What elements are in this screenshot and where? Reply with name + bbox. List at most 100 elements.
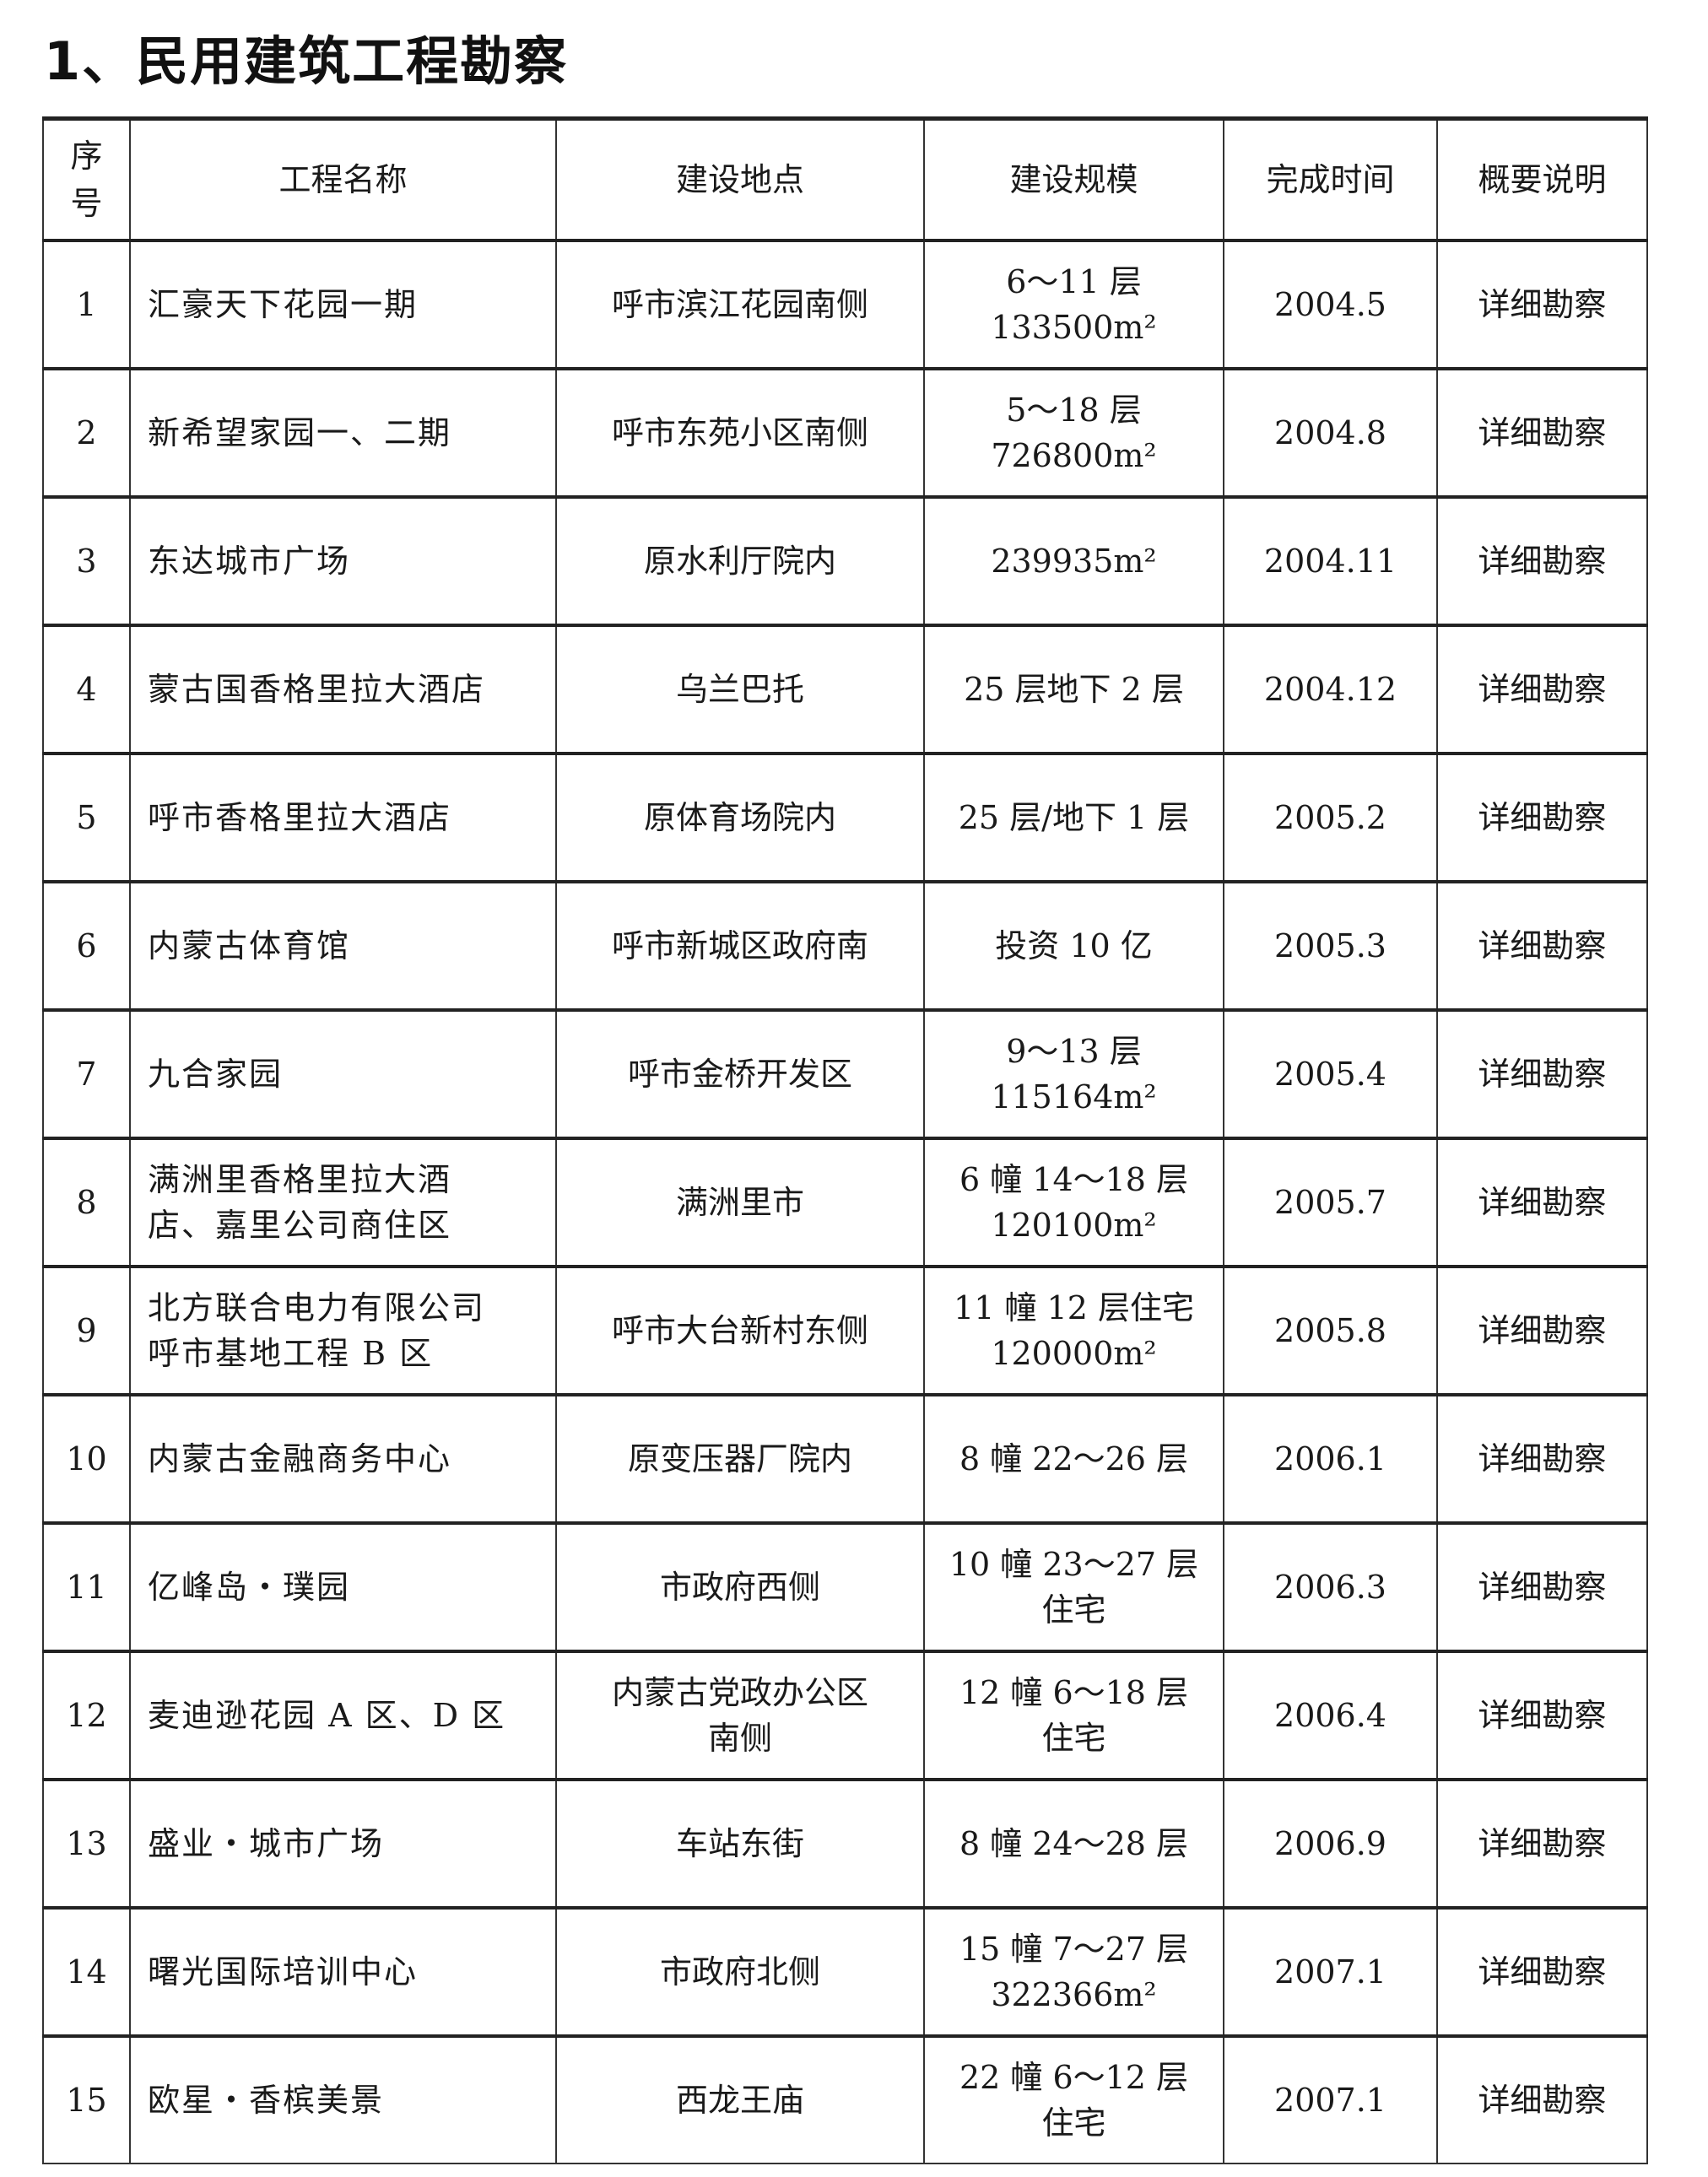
header-row: 序号工程名称 建设地点 建设规模 完成时间 概要说明 xyxy=(42,117,1648,241)
cell-desc: 详细勘察 xyxy=(1436,495,1648,626)
cell-scale: 22 幢 6～12 层住宅 xyxy=(923,2034,1224,2164)
cell-scale-line: 25 层地下 2 层 xyxy=(964,671,1184,708)
header-seq-line: 序 xyxy=(70,138,103,175)
cell-location: 呼市滨江花园南侧 xyxy=(555,239,925,370)
cell-name: 九合家园 xyxy=(129,1008,557,1139)
cell-scale-line: 10 幢 23～27 层 xyxy=(949,1546,1199,1583)
cell-scale-line: 住宅 xyxy=(1041,2104,1106,2142)
cell-location-line: 原水利厅院内 xyxy=(643,543,836,580)
cell-date: 2007.1 xyxy=(1223,2034,1438,2164)
cell-scale-line: 9～13 层 xyxy=(1006,1033,1142,1070)
cell-seq: 9 xyxy=(42,1265,131,1396)
cell-seq: 10 xyxy=(42,1393,131,1524)
cell-scale: 12 幢 6～18 层住宅 xyxy=(923,1650,1224,1780)
table-row: 9 北方联合电力有限公司 呼市基地工程 B 区呼市大台新村东侧 11 幢 12 层住宅… xyxy=(42,1265,1648,1396)
table-row: 6 内蒙古体育馆 呼市新城区政府南 投资 10 亿 2005.3 详细勘察 xyxy=(42,880,1648,1011)
cell-seq: 3 xyxy=(42,495,131,626)
cell-desc: 详细勘察 xyxy=(1436,1008,1648,1139)
section-title: 1、民用建筑工程勘察 xyxy=(44,30,569,92)
cell-name: 满洲里香格里拉大酒 店、嘉里公司商住区 xyxy=(129,1137,557,1267)
cell-name-line: 蒙古国香格里拉大酒店 xyxy=(148,671,486,708)
table-row: 15 欧星・香槟美景 西龙王庙 22 幢 6～12 层住宅 2007.1 详细勘察 xyxy=(42,2034,1648,2164)
table-row: 5 呼市香格里拉大酒店 原体育场院内 25 层/地下 1 层 2005.2 详细勘察 xyxy=(42,752,1648,883)
cell-name-line: 内蒙古金融商务中心 xyxy=(148,1440,452,1477)
cell-desc: 详细勘察 xyxy=(1436,1778,1648,1909)
table-row: 14 曙光国际培训中心 市政府北侧 15 幢 7～27 层 322366m² 2007.1… xyxy=(42,1906,1648,2037)
cell-location: 市政府北侧 xyxy=(555,1906,925,2037)
cell-date: 2006.4 xyxy=(1223,1650,1438,1780)
table-row: 1 汇豪天下花园一期 呼市滨江花园南侧 6～11 层 133500m² 2004.5 详细勘… xyxy=(42,239,1648,370)
cell-seq: 5 xyxy=(42,752,131,883)
cell-name-line: 满洲里香格里拉大酒 xyxy=(148,1161,452,1198)
cell-scale: 8 幢 22～26 层 xyxy=(923,1393,1224,1524)
cell-scale-line: 322366m² xyxy=(991,1976,1157,2013)
table-row: 10 内蒙古金融商务中心 原变压器厂院内 8 幢 22～26 层 2006.1 详细勘察 xyxy=(42,1393,1648,1524)
cell-name-line: 内蒙古体育馆 xyxy=(148,927,351,964)
cell-location-line: 原体育场院内 xyxy=(643,799,836,836)
cell-location: 呼市东苑小区南侧 xyxy=(555,367,925,498)
cell-desc: 详细勘察 xyxy=(1436,367,1648,498)
cell-desc: 详细勘察 xyxy=(1436,1393,1648,1524)
cell-date: 2004.8 xyxy=(1223,367,1438,498)
cell-date: 2004.11 xyxy=(1223,495,1438,626)
cell-scale: 11 幢 12 层住宅 120000m² xyxy=(923,1265,1224,1396)
cell-name: 麦迪逊花园 A 区、D 区 xyxy=(129,1650,557,1780)
cell-name-line: 曙光国际培训中心 xyxy=(148,1953,419,1991)
cell-scale: 6～11 层 133500m² xyxy=(923,239,1224,370)
table-row: 11 亿峰岛・璞园 市政府西侧 10 幢 23～27 层住宅 2006.3 详细勘察 xyxy=(42,1521,1648,1652)
cell-name: 呼市香格里拉大酒店 xyxy=(129,752,557,883)
cell-scale-line: 22 幢 6～12 层 xyxy=(959,2059,1189,2096)
cell-location-line: 南侧 xyxy=(707,1720,772,1757)
cell-location: 呼市金桥开发区 xyxy=(555,1008,925,1139)
cell-seq: 8 xyxy=(42,1137,131,1267)
cell-location: 乌兰巴托 xyxy=(555,624,925,754)
cell-scale: 6 幢 14～18 层 120100m² xyxy=(923,1137,1224,1267)
cell-name: 盛业・城市广场 xyxy=(129,1778,557,1909)
table-row: 3 东达城市广场 原水利厅院内 239935m² 2004.11 详细勘察 xyxy=(42,495,1648,626)
header-seq: 序号 xyxy=(42,117,131,241)
cell-name-line: 东达城市广场 xyxy=(148,543,351,580)
header-desc: 概要说明 xyxy=(1436,117,1648,241)
cell-location-line: 内蒙古党政办公区 xyxy=(611,1674,868,1711)
header-scale: 建设规模 xyxy=(923,117,1224,241)
cell-desc: 详细勘察 xyxy=(1436,239,1648,370)
cell-desc: 详细勘察 xyxy=(1436,1906,1648,2037)
cell-name: 内蒙古金融商务中心 xyxy=(129,1393,557,1524)
cell-name-line: 北方联合电力有限公司 xyxy=(148,1289,486,1326)
cell-location-line: 呼市大台新村东侧 xyxy=(611,1312,868,1349)
cell-scale-line: 8 幢 24～28 层 xyxy=(959,1825,1189,1862)
header-seq-line: 号 xyxy=(70,185,103,222)
cell-scale-line: 726800m² xyxy=(991,437,1157,474)
cell-scale: 239935m² xyxy=(923,495,1224,626)
cell-name-line: 呼市香格里拉大酒店 xyxy=(148,799,452,836)
cell-scale-line: 6～11 层 xyxy=(1006,263,1142,300)
table-row: 13 盛业・城市广场 车站东街 8 幢 24～28 层 2006.9 详细勘察 xyxy=(42,1778,1648,1909)
cell-name-line: 九合家园 xyxy=(148,1056,284,1093)
cell-location: 原水利厅院内 xyxy=(555,495,925,626)
cell-scale-line: 115164m² xyxy=(991,1078,1157,1116)
cell-scale-line: 住宅 xyxy=(1041,1591,1106,1629)
cell-seq: 11 xyxy=(42,1521,131,1652)
project-table: 序号工程名称 建设地点 建设规模 完成时间 概要说明 1 汇豪天下花园一期 呼市滨江花园南侧… xyxy=(42,116,1648,2164)
cell-seq: 1 xyxy=(42,239,131,370)
cell-location-line: 原变压器厂院内 xyxy=(627,1440,852,1477)
cell-scale-line: 住宅 xyxy=(1041,1720,1106,1757)
cell-name-line: 麦迪逊花园 A 区、D 区 xyxy=(148,1697,506,1734)
cell-location: 呼市新城区政府南 xyxy=(555,880,925,1011)
cell-location: 内蒙古党政办公区 南侧 xyxy=(555,1650,925,1780)
table-row: 7 九合家园 呼市金桥开发区 9～13 层 115164m² 2005.4 详细勘察 xyxy=(42,1008,1648,1139)
cell-seq: 12 xyxy=(42,1650,131,1780)
cell-scale: 9～13 层 115164m² xyxy=(923,1008,1224,1139)
cell-seq: 14 xyxy=(42,1906,131,2037)
cell-name: 蒙古国香格里拉大酒店 xyxy=(129,624,557,754)
cell-date: 2006.1 xyxy=(1223,1393,1438,1524)
cell-seq: 2 xyxy=(42,367,131,498)
cell-location-line: 车站东街 xyxy=(675,1825,804,1862)
cell-name-line: 亿峰岛・璞园 xyxy=(148,1569,351,1606)
cell-scale-line: 120000m² xyxy=(991,1335,1157,1372)
cell-scale: 25 层地下 2 层 xyxy=(923,624,1224,754)
table-row: 8 满洲里香格里拉大酒 店、嘉里公司商住区 满洲里市 6 幢 14～18 层 120100… xyxy=(42,1137,1648,1267)
cell-date: 2004.12 xyxy=(1223,624,1438,754)
cell-date: 2006.9 xyxy=(1223,1778,1438,1909)
cell-desc: 详细勘察 xyxy=(1436,1265,1648,1396)
